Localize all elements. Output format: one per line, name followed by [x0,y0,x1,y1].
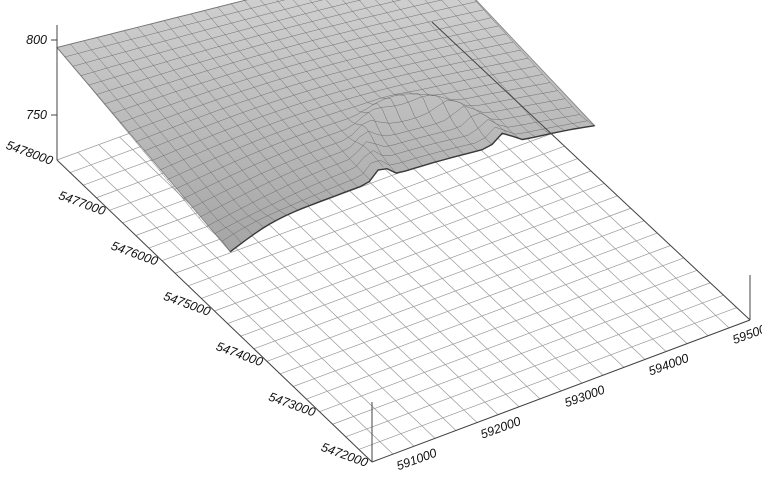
x-axis-line [371,319,751,463]
mesh-line [97,37,265,228]
floor-grid-line [332,282,711,425]
floor-grid-line [175,133,552,274]
mesh-line [441,0,566,131]
mesh-line [123,30,287,216]
floor-grid-line [306,257,684,400]
x-tick-label: 595000 [731,320,762,347]
right-edge-line [431,21,751,321]
y-tick-label: 5473000 [267,390,318,420]
y-tick-label: 5477000 [57,188,108,218]
mesh-line [292,0,437,163]
y-axis-line [56,159,373,463]
x-tick-label: 594000 [647,351,691,378]
y-tick-label: 5476000 [109,239,160,269]
mesh-line [358,0,493,145]
floor-grid-line [201,158,578,299]
terrain-surface [56,0,596,253]
mesh-line [276,0,423,166]
floor-grid-line [227,183,605,324]
x-tick-label: 591000 [395,446,439,473]
floor-grid-line [345,294,724,438]
mesh-line [150,23,310,206]
floor-grid-line [266,220,645,362]
mesh-line [375,0,507,133]
floor-grid-line [188,145,565,287]
mesh-line [230,3,384,167]
floor-grid-line [319,270,698,412]
y-tick-label: 5475000 [162,289,213,319]
floor-grid-line [280,232,658,375]
mesh-line [190,90,558,209]
mesh-line [474,0,595,126]
axes-frame [56,21,751,463]
floor-grid-line [358,307,737,450]
z-axis-ticks: 750 800 [26,33,57,122]
front-ridge-line [229,125,595,253]
mesh-line [408,0,536,138]
y-tick-label: 5474000 [214,339,265,369]
mesh-line [198,98,566,218]
mesh-line [260,0,410,170]
y-tick-label: 5472000 [319,440,370,470]
mesh-line [177,17,334,197]
mesh-line [190,13,346,193]
mesh-line [137,27,299,211]
z-tick-label: 800 [26,33,47,47]
mesh-line [110,33,276,222]
mesh-line [325,0,464,155]
floor-grid-line [253,207,631,350]
mesh-line [309,0,451,159]
floor-grid-line [293,245,671,387]
mesh-line [391,0,522,140]
mesh-line [244,0,397,174]
x-tick-label: 592000 [479,414,523,441]
mesh-line [342,0,479,151]
mesh-line [217,7,371,181]
floor-grid-line [214,170,592,312]
x-tick-label: 593000 [563,383,607,410]
mesh-line [204,10,359,188]
mesh-line [163,20,322,202]
mesh-line [83,40,253,236]
mesh-line [457,0,580,129]
mesh-line [70,43,242,244]
y-tick-label: 5478000 [4,138,55,168]
z-tick-label: 750 [26,108,47,122]
mesh-line [56,47,231,252]
mesh-line [424,0,551,134]
floor-grid-line [240,195,618,337]
